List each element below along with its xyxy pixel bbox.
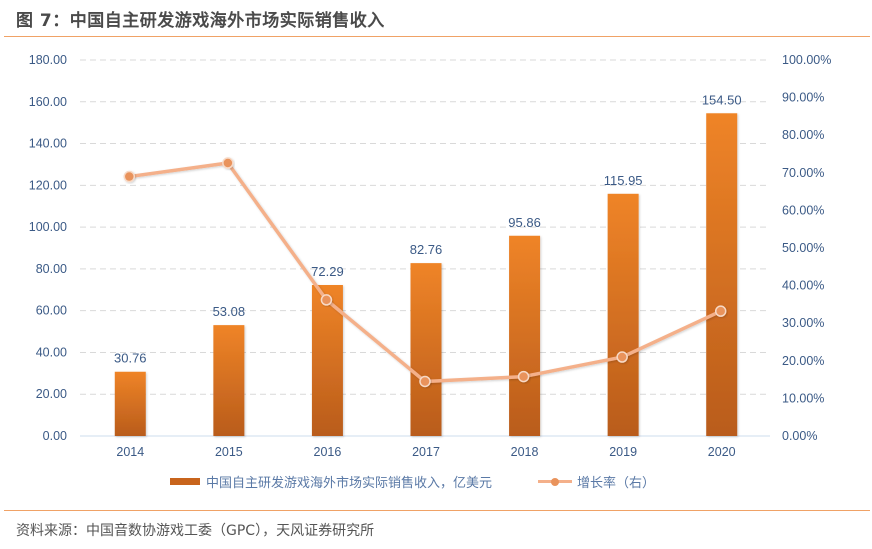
bar-label-2017: 82.76 bbox=[410, 242, 443, 257]
growth-point-2016 bbox=[320, 294, 333, 306]
legend-bar-swatch bbox=[170, 478, 200, 485]
x-tick-label: 2016 bbox=[314, 445, 342, 459]
growth-point-2020 bbox=[714, 305, 727, 317]
figure-title: 图 7：中国自主研发游戏海外市场实际销售收入 bbox=[16, 11, 385, 31]
bar-2020 bbox=[706, 113, 738, 437]
bar-data-labels: 30.76 53.08 72.29 82.76 95.86 115.95 154.50 bbox=[114, 92, 742, 365]
bar-label-2018: 95.86 bbox=[508, 215, 541, 230]
left-tick-label: 80.00 bbox=[36, 262, 67, 276]
right-tick-label: 30.00% bbox=[782, 316, 824, 330]
bar-label-2016: 72.29 bbox=[311, 264, 344, 279]
x-tick-label: 2020 bbox=[708, 445, 736, 459]
legend-label-revenue: 中国自主研发游戏海外市场实际销售收入，亿美元 bbox=[206, 476, 493, 491]
x-tick-label: 2014 bbox=[116, 445, 144, 459]
left-tick-label: 100.00 bbox=[29, 220, 67, 234]
x-axis-ticks: 2014 2015 2016 2017 2018 2019 2020 bbox=[116, 445, 735, 459]
bar-label-2019: 115.95 bbox=[604, 173, 643, 188]
source-divider bbox=[4, 510, 870, 511]
bar-2018 bbox=[509, 235, 541, 436]
right-tick-label: 100.00% bbox=[782, 53, 831, 67]
right-tick-label: 80.00% bbox=[782, 128, 824, 142]
legend-label-growth: 增长率（右） bbox=[577, 476, 656, 491]
left-tick-label: 140.00 bbox=[29, 137, 67, 151]
growth-point-2014 bbox=[123, 170, 136, 183]
left-tick-label: 160.00 bbox=[29, 95, 67, 109]
bar-2019 bbox=[607, 193, 639, 436]
x-tick-label: 2015 bbox=[215, 445, 243, 459]
right-tick-label: 20.00% bbox=[782, 354, 824, 368]
bars bbox=[114, 113, 738, 437]
legend-item-revenue: 中国自主研发游戏海外市场实际销售收入，亿美元 bbox=[170, 472, 492, 491]
x-tick-label: 2017 bbox=[412, 445, 440, 459]
right-tick-label: 60.00% bbox=[782, 203, 824, 217]
bar-2015 bbox=[213, 325, 245, 436]
growth-point-2015 bbox=[222, 157, 234, 169]
title-divider bbox=[4, 36, 870, 37]
bar-2014 bbox=[114, 371, 146, 436]
left-tick-label: 180.00 bbox=[29, 53, 67, 67]
right-tick-label: 10.00% bbox=[782, 391, 824, 405]
growth-point-2019 bbox=[616, 351, 628, 363]
x-tick-label: 2018 bbox=[511, 445, 539, 459]
bar-2017 bbox=[410, 263, 442, 436]
left-tick-label: 40.00 bbox=[36, 345, 67, 359]
bar-label-2020: 154.50 bbox=[702, 92, 742, 107]
source-note: 资料来源：中国音数协游戏工委（GPC），天风证券研究所 bbox=[16, 523, 375, 539]
legend: 中国自主研发游戏海外市场实际销售收入，亿美元 增长率（右） bbox=[170, 472, 701, 491]
growth-point-2018 bbox=[517, 370, 530, 383]
x-tick-label: 2019 bbox=[609, 445, 637, 459]
bar-label-2015: 53.08 bbox=[213, 304, 246, 319]
left-tick-label: 60.00 bbox=[36, 304, 67, 318]
right-tick-label: 0.00% bbox=[782, 429, 817, 443]
growth-line bbox=[123, 157, 727, 388]
left-axis-ticks: 0.00 20.00 40.00 60.00 80.00 100.00 120.00 140.… bbox=[29, 53, 67, 443]
bar-label-2014: 30.76 bbox=[114, 351, 147, 366]
left-tick-label: 0.00 bbox=[43, 429, 67, 443]
right-tick-label: 40.00% bbox=[782, 279, 824, 293]
growth-point-2017 bbox=[419, 375, 431, 388]
left-tick-label: 20.00 bbox=[36, 387, 67, 401]
right-tick-label: 50.00% bbox=[782, 241, 824, 255]
legend-line-swatch bbox=[538, 477, 573, 486]
right-tick-label: 90.00% bbox=[782, 91, 824, 105]
legend-item-growth: 增长率（右） bbox=[538, 472, 655, 491]
right-axis-ticks: 0.00% 10.00% 20.00% 30.00% 40.00% 50.00% 60.00… bbox=[782, 53, 831, 443]
left-tick-label: 120.00 bbox=[29, 178, 67, 192]
right-tick-label: 70.00% bbox=[782, 166, 824, 180]
